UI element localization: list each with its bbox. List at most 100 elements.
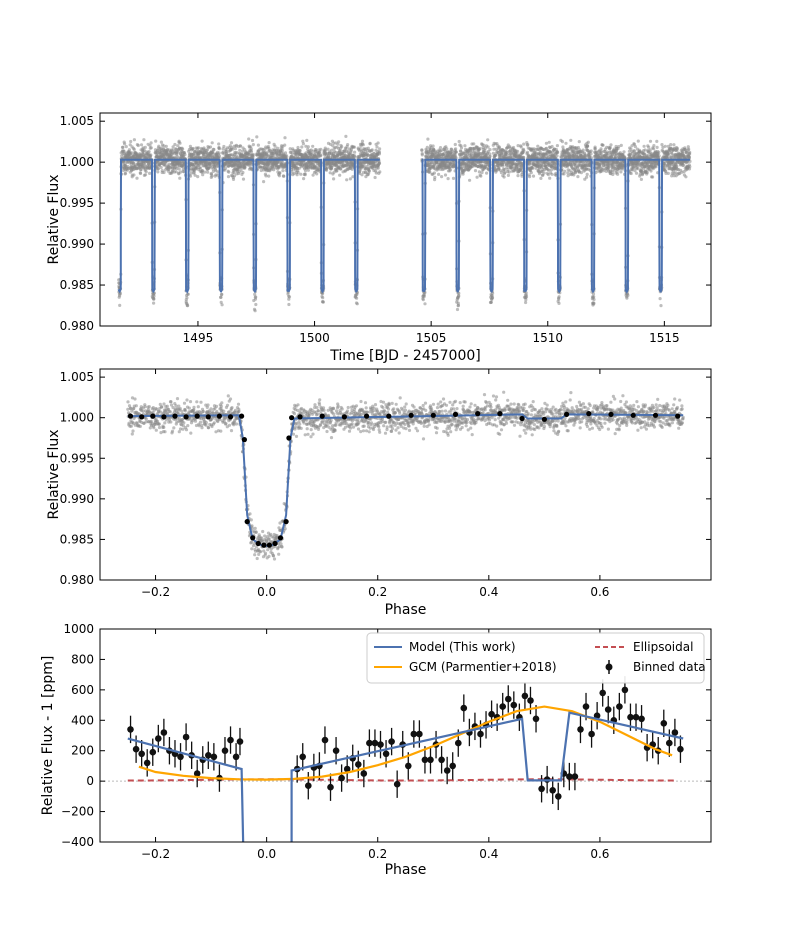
lightcurve-point [562,172,566,176]
lightcurve-point [493,164,497,169]
lightcurve-point [241,177,246,181]
lightcurve-point [453,142,457,147]
lightcurve-point [321,296,325,300]
lightcurve-point [314,148,318,152]
lightcurve-point [303,169,308,173]
lightcurve-point [365,165,369,169]
lightcurve-point [186,304,190,308]
lightcurve-point [547,140,551,144]
lightcurve-point [157,144,161,148]
lightcurve-point [422,294,426,298]
lightcurve-point [326,147,330,151]
lightcurve-point [457,139,461,144]
lightcurve-point [547,168,551,172]
lightcurve-point [377,152,381,156]
lightcurve-point [251,143,255,147]
lightcurve-point [280,149,284,153]
lightcurve-point [682,163,686,167]
lightcurve-point [659,304,663,308]
lightcurve-point [346,143,350,147]
lightcurve-point [235,151,239,155]
lightcurve-point [122,149,126,153]
lightcurve-point [239,168,243,172]
lightcurve-point [254,295,258,299]
lightcurve-point [238,148,242,152]
lightcurve-point [282,174,286,178]
panel-lightcurve: 1495 1500 1505 1510 15150.9800.9850.9900.995… [46,112,712,364]
lightcurve-point [175,167,179,171]
lightcurve-point [122,160,126,164]
lightcurve-point [152,301,156,305]
lightcurve-point [219,295,223,299]
lightcurve-point [516,174,520,178]
lightcurve-point [506,173,510,177]
lightcurve-point [283,136,287,140]
lightcurve-point [338,164,342,168]
lightcurve-point [629,147,633,151]
lightcurve-point [200,139,204,143]
lightcurve-point [522,149,526,153]
lightcurve-point [364,170,368,174]
lightcurve-point [457,294,461,298]
lightcurve-point [208,145,213,149]
lightcurve-point [217,142,221,146]
lightcurve-point [486,138,490,142]
lightcurve-point [630,151,635,155]
lightcurve-point [585,172,589,176]
lightcurve-point [528,175,532,179]
lightcurve-point [457,291,461,295]
lightcurve-point [617,145,621,149]
lightcurve-points [117,134,692,313]
lightcurve-point [355,302,359,306]
lightcurve-point [231,177,236,181]
lightcurve-point [557,301,561,305]
lightcurve-point [581,148,585,152]
lightcurve-point [525,150,530,154]
lightcurve-point [626,293,630,297]
lightcurve-point [302,177,306,181]
lightcurve-point [220,292,224,296]
lightcurve-point [421,298,425,302]
lightcurve-point [226,175,231,179]
lightcurve-point [227,170,231,174]
lightcurve-point [351,175,355,179]
lightcurve-point [473,169,478,173]
lightcurve-point [185,296,189,300]
lightcurve-point [569,138,573,142]
lightcurve-point [152,294,156,298]
lightcurve-point [149,146,153,150]
lightcurve-point [250,138,255,143]
lightcurve-point [648,139,653,143]
lightcurve-point [625,296,629,300]
lightcurve-point [338,173,342,177]
lightcurve-point [174,170,178,174]
lightcurve-point [247,137,251,141]
lightcurve-point [591,292,596,296]
lightcurve-point [477,170,481,174]
lightcurve-point [159,165,163,170]
lightcurve-point [273,144,277,148]
lightcurve-point [124,145,128,149]
lightcurve-point [442,151,446,156]
lightcurve-point [616,172,620,176]
lightcurve-point [340,145,344,149]
lightcurve-point [461,172,465,176]
lightcurve-point [132,173,136,177]
lightcurve-point [469,152,474,156]
lightcurve-point [542,171,546,175]
lightcurve-point [505,152,509,156]
lightcurve-point [548,176,552,180]
lightcurve-point [220,303,224,307]
lightcurve-point [330,148,334,152]
lightcurve-point [636,167,640,171]
lightcurve-point [456,303,460,307]
lightcurve-point [196,146,200,150]
lightcurve-point [149,153,153,157]
lightcurve-point [171,145,175,149]
lightcurve-point [156,170,160,174]
lightcurve-point [331,144,335,148]
lightcurve-point [311,144,315,148]
lightcurve-point [366,146,370,150]
lightcurve-point [287,295,292,299]
lightcurve-point [563,169,567,173]
